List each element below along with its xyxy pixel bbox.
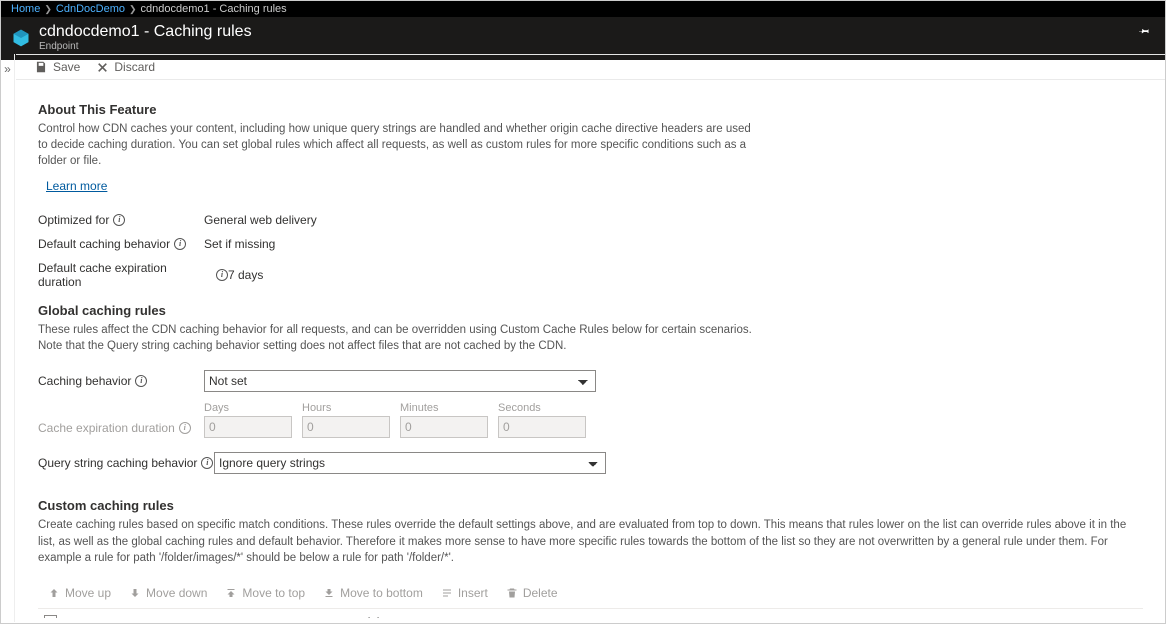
- select-all-checkbox[interactable]: [44, 615, 57, 618]
- about-text: Control how CDN caches your content, inc…: [38, 121, 758, 169]
- endpoint-icon: [11, 28, 31, 48]
- hours-label: Hours: [302, 402, 390, 414]
- command-bar: Save Discard: [16, 55, 1165, 80]
- info-icon[interactable]: [113, 214, 125, 226]
- main-panel: About This Feature Control how CDN cache…: [16, 80, 1165, 618]
- insert-button[interactable]: Insert: [441, 586, 488, 600]
- move-top-button[interactable]: Move to top: [225, 586, 305, 600]
- default-expiration-label: Default cache expiration duration: [38, 261, 228, 289]
- breadcrumb-cdndocdemo[interactable]: CdnDocDemo: [56, 3, 125, 15]
- discard-icon: [96, 61, 109, 74]
- table-header-row: Match condition Match value(s) Caching b…: [38, 608, 1143, 618]
- duration-group: Days Hours Minutes Seconds: [204, 402, 586, 438]
- about-heading: About This Feature: [38, 102, 1143, 117]
- caching-behavior-select[interactable]: Not set: [204, 370, 596, 392]
- rules-toolbar: Move up Move down Move to top Move to bo…: [38, 580, 1143, 608]
- info-icon[interactable]: [201, 457, 213, 469]
- custom-heading: Custom caching rules: [38, 498, 1143, 513]
- rules-table: Match condition Match value(s) Caching b…: [38, 608, 1143, 618]
- move-down-button[interactable]: Move down: [129, 586, 207, 600]
- col-match-condition: Match condition: [71, 608, 286, 618]
- default-caching-behavior-label: Default caching behavior: [38, 237, 204, 251]
- minutes-label: Minutes: [400, 402, 488, 414]
- col-match-values: Match value(s): [286, 608, 501, 618]
- optimized-for-value: General web delivery: [204, 213, 317, 227]
- minutes-input: [400, 416, 488, 438]
- content: Save Discard About This Feature Control …: [16, 54, 1165, 623]
- optimized-for-label: Optimized for: [38, 213, 204, 227]
- arrow-down-icon: [129, 587, 141, 599]
- delete-button[interactable]: Delete: [506, 586, 558, 600]
- default-caching-behavior-value: Set if missing: [204, 237, 275, 251]
- hours-input: [302, 416, 390, 438]
- col-days: Days: [717, 608, 824, 618]
- move-bottom-button[interactable]: Move to bottom: [323, 586, 423, 600]
- query-string-label: Query string caching behavior: [38, 456, 214, 470]
- info-icon: [179, 422, 191, 434]
- seconds-input: [498, 416, 586, 438]
- info-icon[interactable]: [174, 238, 186, 250]
- pin-icon[interactable]: [1139, 25, 1151, 37]
- expand-menu-button[interactable]: »: [1, 54, 15, 622]
- query-string-select[interactable]: Ignore query strings: [214, 452, 606, 474]
- chevron-right-icon: ❯: [44, 4, 52, 15]
- cache-expiration-label: Cache expiration duration: [38, 421, 204, 438]
- save-label: Save: [53, 60, 80, 74]
- days-input: [204, 416, 292, 438]
- global-text: These rules affect the CDN caching behav…: [38, 322, 758, 354]
- learn-more-link[interactable]: Learn more: [46, 179, 107, 193]
- delete-icon: [506, 587, 518, 599]
- col-minutes: Minutes: [930, 608, 1037, 618]
- page-subtitle: Endpoint: [39, 41, 252, 52]
- insert-icon: [441, 587, 453, 599]
- save-button[interactable]: Save: [34, 60, 80, 74]
- seconds-label: Seconds: [498, 402, 586, 414]
- breadcrumb-current: cdndocdemo1 - Caching rules: [141, 3, 287, 15]
- global-heading: Global caching rules: [38, 303, 1143, 318]
- breadcrumb: Home ❯ CdnDocDemo ❯ cdndocdemo1 - Cachin…: [1, 1, 1165, 17]
- discard-button[interactable]: Discard: [96, 60, 155, 74]
- info-icon[interactable]: [216, 269, 228, 281]
- custom-text: Create caching rules based on specific m…: [38, 517, 1143, 565]
- arrow-top-icon: [225, 587, 237, 599]
- days-label: Days: [204, 402, 292, 414]
- col-hours: Hours: [823, 608, 930, 618]
- col-caching-behavior: Caching behavior: [501, 608, 716, 618]
- default-expiration-value: 7 days: [228, 268, 263, 282]
- chevron-right-icon: ❯: [129, 4, 137, 15]
- caching-behavior-label: Caching behavior: [38, 374, 204, 388]
- arrow-bottom-icon: [323, 587, 335, 599]
- save-icon: [34, 60, 48, 74]
- move-up-button[interactable]: Move up: [48, 586, 111, 600]
- breadcrumb-home[interactable]: Home: [11, 3, 40, 15]
- info-icon[interactable]: [135, 375, 147, 387]
- col-seconds: Seconds: [1036, 608, 1143, 618]
- arrow-up-icon: [48, 587, 60, 599]
- page-title: cdndocdemo1 - Caching rules: [39, 23, 252, 41]
- discard-label: Discard: [114, 60, 155, 74]
